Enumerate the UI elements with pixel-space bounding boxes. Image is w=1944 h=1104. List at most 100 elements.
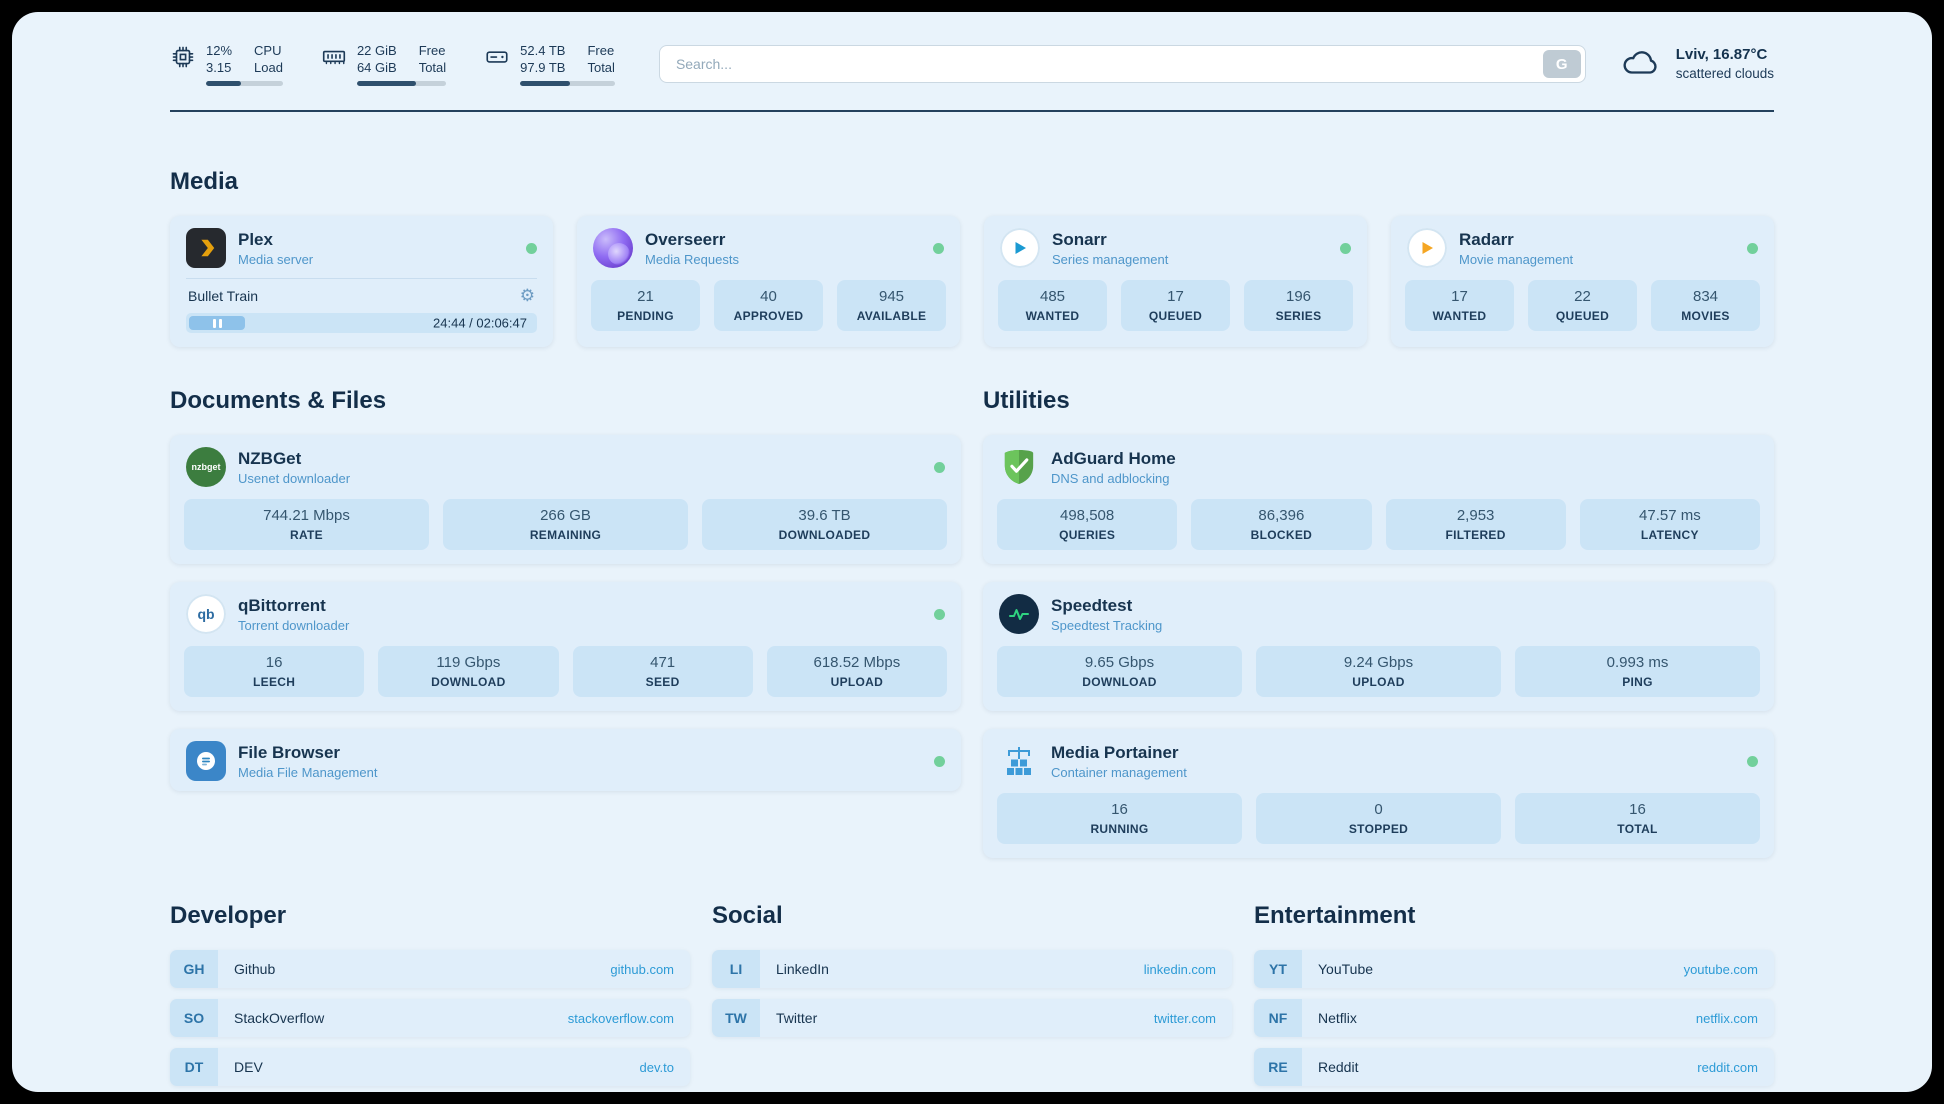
service-card-adguard[interactable]: AdGuard Home DNS and adblocking 498,508 … (983, 435, 1774, 564)
bookmark-youtube[interactable]: YT YouTube youtube.com (1254, 950, 1774, 988)
radarr-icon (1407, 228, 1447, 268)
status-dot (526, 242, 537, 254)
bookmark-netflix[interactable]: NF Netflix netflix.com (1254, 999, 1774, 1037)
service-subtitle: DNS and adblocking (1051, 470, 1170, 486)
service-subtitle: Media Requests (645, 251, 739, 267)
stat-value: 47.57 ms (1639, 507, 1701, 524)
service-card-radarr[interactable]: Radarr Movie management 17 WANTED 22 QUE… (1391, 216, 1774, 347)
stat-value: 119 Gbps (436, 654, 501, 671)
card-header: Speedtest Speedtest Tracking (983, 582, 1774, 644)
bookmark-url[interactable]: twitter.com (1153, 1010, 1216, 1026)
bookmark-abbr: NF (1254, 999, 1302, 1037)
bookmark-url[interactable]: youtube.com (1683, 961, 1758, 977)
stat-box: 945 AVAILABLE (837, 280, 946, 331)
service-subtitle: Movie management (1459, 251, 1574, 267)
bookmark-reddit[interactable]: RE Reddit reddit.com (1254, 1048, 1774, 1086)
service-card-portainer[interactable]: Media Portainer Container management 16 … (983, 729, 1774, 858)
total-label: Total (587, 60, 615, 75)
stat-value: 40 (760, 288, 777, 305)
stats-row: 498,508 QUERIES 86,396 BLOCKED 2,953 FIL… (983, 497, 1774, 564)
cloud-icon (1620, 46, 1662, 83)
stat-box: 471 SEED (572, 646, 753, 697)
bookmark-url[interactable]: dev.to (639, 1059, 674, 1075)
service-title: Media Portainer (1051, 742, 1179, 762)
bookmark-linkedin[interactable]: LI LinkedIn linkedin.com (712, 950, 1232, 988)
bookmark-twitter[interactable]: TW Twitter twitter.com (712, 999, 1232, 1037)
stats-row: 17 WANTED 22 QUEUED 834 MOVIES (1391, 278, 1774, 345)
stat-box: 498,508 QUERIES (997, 499, 1178, 550)
service-card-qbittorrent[interactable]: qb qBittorrent Torrent downloader 16 LEE… (170, 582, 961, 711)
bookmark-abbr: DT (170, 1048, 218, 1086)
bookmark-url[interactable]: stackoverflow.com (567, 1010, 674, 1026)
stats-row: 16 RUNNING 0 STOPPED 16 TOTAL (983, 791, 1774, 858)
stat-value: 21 (637, 288, 654, 305)
card-header: Sonarr Series management (984, 216, 1367, 278)
stat-label: FILTERED (1445, 528, 1506, 542)
service-title: Speedtest (1051, 595, 1133, 615)
playback-progress-bar[interactable]: 24:44 / 02:06:47 (186, 313, 537, 333)
service-card-plex[interactable]: Plex Media server Bullet Train ⚙ (170, 216, 553, 347)
bookmark-url[interactable]: netflix.com (1695, 1010, 1758, 1026)
bookmark-dev[interactable]: DT DEV dev.to (170, 1048, 690, 1086)
search-input[interactable] (658, 45, 1586, 83)
stat-box: 9.24 Gbps UPLOAD (1256, 646, 1501, 697)
bookmark-abbr: GH (170, 950, 218, 988)
service-subtitle: Speedtest Tracking (1051, 617, 1163, 633)
stat-box: 0 STOPPED (1256, 793, 1501, 844)
service-card-overseerr[interactable]: Overseerr Media Requests 21 PENDING 40 A… (577, 216, 960, 347)
sonarr-icon (1000, 228, 1040, 268)
cpu-icon (170, 42, 196, 75)
adguard-icon (999, 447, 1039, 487)
stat-label: TOTAL (1617, 822, 1658, 836)
search-provider-button[interactable]: G (1542, 50, 1581, 78)
service-card-sonarr[interactable]: Sonarr Series management 485 WANTED 17 Q… (984, 216, 1367, 347)
service-title: AdGuard Home (1051, 448, 1176, 468)
disk-total-value: 97.9 TB (520, 60, 566, 75)
cpu-monitor: 12% 3.15 CPU Load (170, 42, 283, 86)
card-header: AdGuard Home DNS and adblocking (983, 435, 1774, 497)
card-header: Radarr Movie management (1391, 216, 1774, 278)
service-subtitle: Media server (238, 251, 314, 267)
load-label: Load (254, 60, 283, 75)
disk-icon (484, 42, 510, 75)
bookmark-stackoverflow[interactable]: SO StackOverflow stackoverflow.com (170, 999, 690, 1037)
status-dot (934, 755, 945, 767)
bookmarks-section: Developer GH Github github.com SO StackO… (170, 902, 1774, 1086)
stat-box: 196 SERIES (1244, 280, 1353, 331)
service-card-nzbget[interactable]: nzbget NZBGet Usenet downloader 744.21 M… (170, 435, 961, 564)
bookmark-url[interactable]: github.com (610, 961, 674, 977)
ram-icon (321, 42, 347, 75)
dashboard-page: 12% 3.15 CPU Load (12, 12, 1932, 1092)
card-header: qb qBittorrent Torrent downloader (170, 582, 961, 644)
stat-value: 834 (1692, 288, 1719, 305)
bookmark-github[interactable]: GH Github github.com (170, 950, 690, 988)
gear-icon[interactable]: ⚙ (519, 286, 535, 305)
stat-box: 21 PENDING (591, 280, 700, 331)
stat-box: 2,953 FILTERED (1385, 499, 1566, 550)
stat-value: 16 (1111, 801, 1128, 818)
stat-value: 196 (1285, 288, 1312, 305)
bookmark-url[interactable]: linkedin.com (1143, 961, 1216, 977)
stat-value: 0.993 ms (1606, 654, 1669, 671)
top-bar: 12% 3.15 CPU Load (170, 12, 1774, 86)
weather-condition: scattered clouds (1675, 66, 1774, 81)
cpu-labels: CPU Load (254, 42, 283, 76)
bookmark-name: DEV (234, 1059, 263, 1075)
service-subtitle: Container management (1051, 764, 1187, 780)
status-dot (1340, 242, 1351, 254)
bookmark-abbr: SO (170, 999, 218, 1037)
service-card-filebrowser[interactable]: File Browser Media File Management (170, 729, 961, 791)
section-title-media: Media (170, 168, 239, 195)
service-title: Plex (238, 229, 273, 249)
bookmark-url[interactable]: reddit.com (1697, 1059, 1758, 1075)
bookmark-name: YouTube (1318, 961, 1374, 977)
cpu-progress-fill (206, 81, 241, 86)
playback-time: 24:44 / 02:06:47 (433, 315, 527, 331)
qbittorrent-icon: qb (186, 594, 226, 634)
ram-progress-fill (356, 81, 416, 86)
search-bar: G (658, 45, 1586, 83)
service-title: Sonarr (1052, 229, 1107, 249)
service-card-speedtest[interactable]: Speedtest Speedtest Tracking 9.65 Gbps D… (983, 582, 1774, 711)
system-monitors: 12% 3.15 CPU Load (170, 42, 615, 86)
pause-icon[interactable] (212, 318, 222, 328)
